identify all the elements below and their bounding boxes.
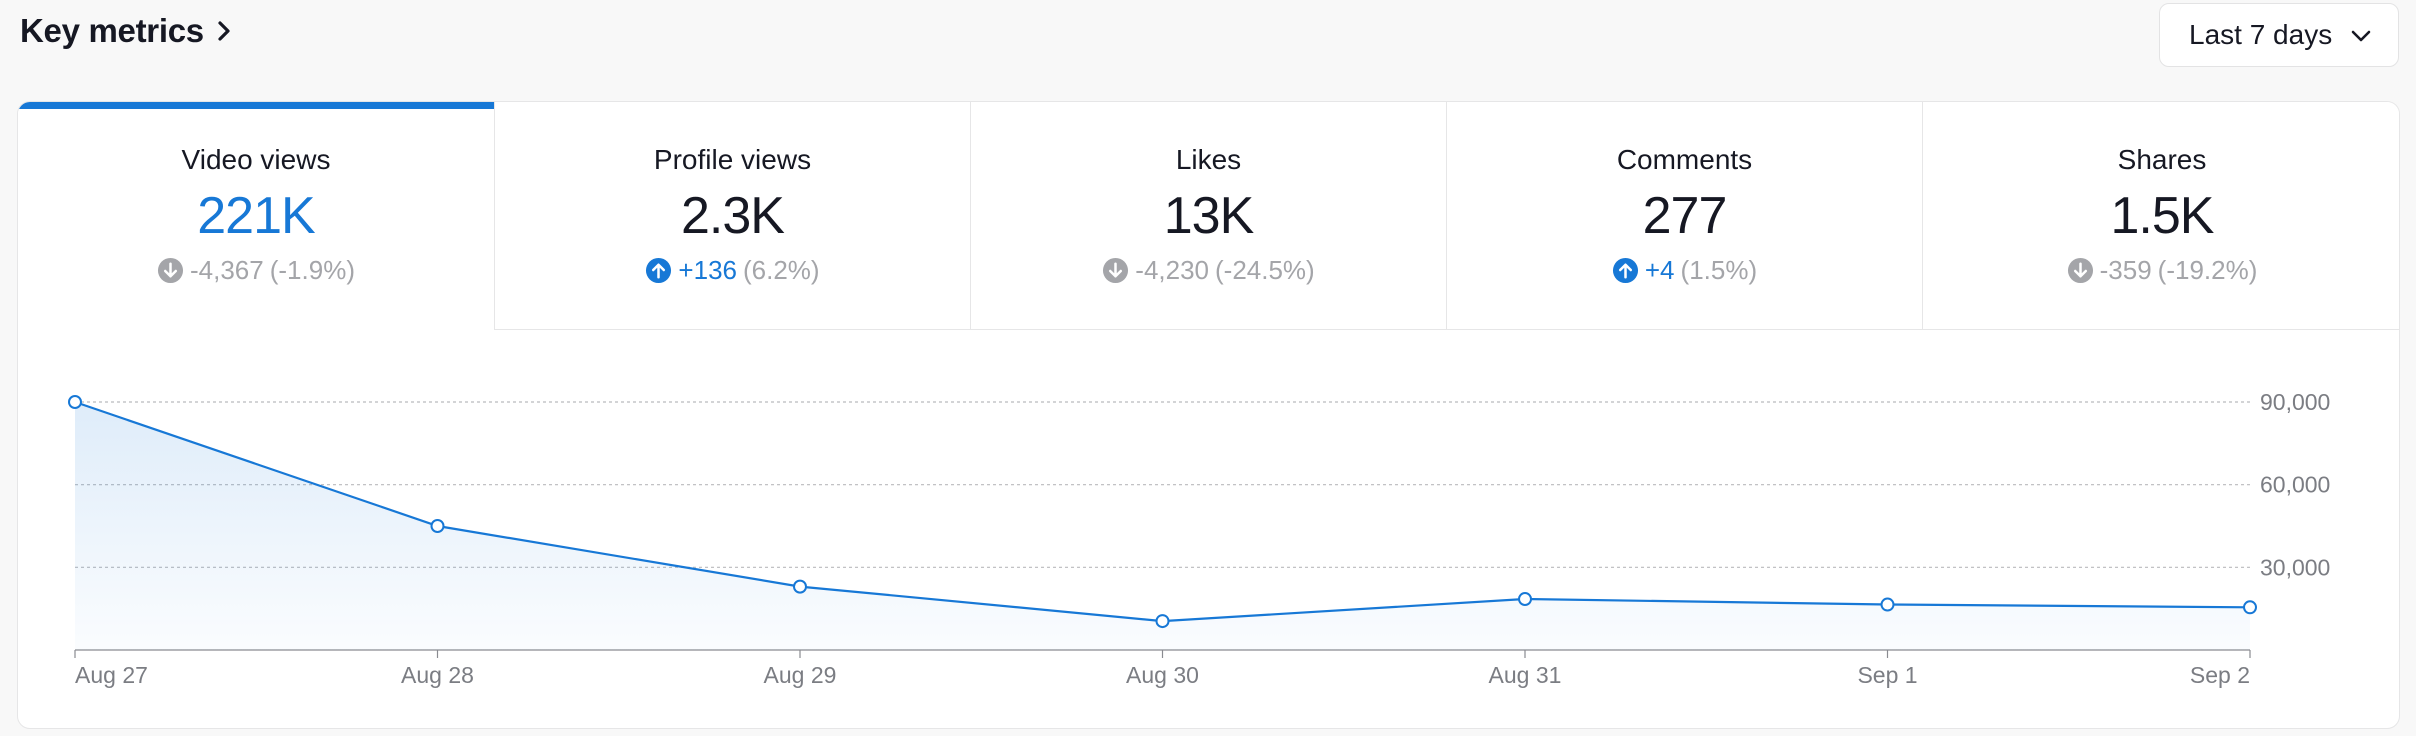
metric-value: 277 — [1642, 187, 1728, 245]
metric-label: Comments — [1616, 144, 1753, 175]
date-range-value: Last 7 days — [2189, 19, 2333, 50]
metric-change: -4,230 (-24.5%) — [971, 255, 1446, 286]
metric-change: +4 (1.5%) — [1447, 255, 1922, 286]
chevron-right-icon — [218, 21, 230, 41]
arrow-down-circle-icon — [157, 257, 184, 284]
chevron-down-icon — [2351, 30, 2371, 42]
arrow-up-circle-icon — [1612, 257, 1638, 284]
arrow-down-circle-icon — [2067, 257, 2093, 284]
metrics-card: Video views 221K -4,367 (-1.9%) Profile … — [17, 101, 2400, 729]
data-point[interactable] — [430, 519, 445, 533]
metric-delta: -4,230 — [1135, 255, 1210, 285]
y-tick-label: 30,000 — [2260, 554, 2330, 580]
metric-percent: (6.2%) — [743, 255, 820, 285]
x-tick-label: Aug 30 — [1126, 662, 1199, 688]
x-tick-label: Aug 31 — [1489, 662, 1562, 688]
video-views-line-chart: 30,000 60,000 90,000 Aug 27 Aug 28 Aug 29 Aug… — [68, 389, 2330, 688]
tab-video-views[interactable]: Video views 221K -4,367 (-1.9%) — [18, 102, 494, 330]
metric-label: Likes — [1175, 144, 1242, 175]
data-point[interactable] — [1880, 597, 1895, 612]
data-point[interactable] — [1155, 614, 1170, 629]
metric-percent: (1.5%) — [1680, 255, 1758, 285]
tab-likes[interactable]: Likes 13K -4,230 (-24.5%) — [970, 102, 1446, 330]
x-tick-label: Aug 28 — [401, 662, 474, 688]
header-title-text: Key metrics — [20, 12, 204, 49]
data-point[interactable] — [2243, 600, 2257, 615]
metric-percent: (-24.5%) — [1215, 255, 1315, 285]
header-title[interactable]: Key metrics — [20, 12, 234, 50]
x-tick-label: Sep 1 — [1857, 662, 1917, 688]
data-point[interactable] — [793, 579, 807, 594]
metric-value: 221K — [197, 187, 315, 245]
metric-label: Video views — [181, 144, 331, 175]
arrow-up-circle-icon — [646, 257, 672, 284]
date-range-dropdown[interactable]: Last 7 days — [2159, 3, 2399, 67]
metric-change: -359 (-19.2%) — [1923, 255, 2399, 286]
tab-comments[interactable]: Comments 277 +4 (1.5%) — [1446, 102, 1922, 330]
metric-value: 2.3K — [681, 187, 785, 245]
data-point[interactable] — [68, 395, 82, 409]
metric-percent: (-19.2%) — [2157, 255, 2258, 285]
metric-delta: +4 — [1644, 255, 1675, 285]
y-tick-label: 90,000 — [2260, 389, 2330, 415]
series-area — [75, 402, 2250, 650]
metric-value: 1.5K — [2110, 187, 2215, 245]
metric-delta: -359 — [2099, 255, 2152, 285]
metric-label: Profile views — [653, 144, 812, 175]
metric-value: 13K — [1163, 187, 1255, 245]
tab-profile-views[interactable]: Profile views 2.3K +136 (6.2%) — [494, 102, 970, 330]
active-tab-indicator — [18, 102, 494, 109]
metric-label: Shares — [2117, 144, 2207, 175]
metric-change: -4,367 (-1.9%) — [18, 255, 494, 286]
x-tick-label: Aug 27 — [75, 662, 148, 688]
y-tick-label: 60,000 — [2260, 472, 2330, 498]
metric-delta: +136 — [678, 255, 737, 285]
data-point[interactable] — [1518, 592, 1532, 607]
metric-change: +136 (6.2%) — [495, 255, 970, 286]
metric-percent: (-1.9%) — [269, 255, 355, 285]
arrow-down-circle-icon — [1103, 257, 1129, 284]
tab-shares[interactable]: Shares 1.5K -359 (-19.2%) — [1922, 102, 2399, 330]
metric-delta: -4,367 — [190, 255, 264, 285]
x-tick-label: Aug 29 — [764, 662, 837, 688]
x-tick-label: Sep 2 — [2190, 662, 2250, 688]
